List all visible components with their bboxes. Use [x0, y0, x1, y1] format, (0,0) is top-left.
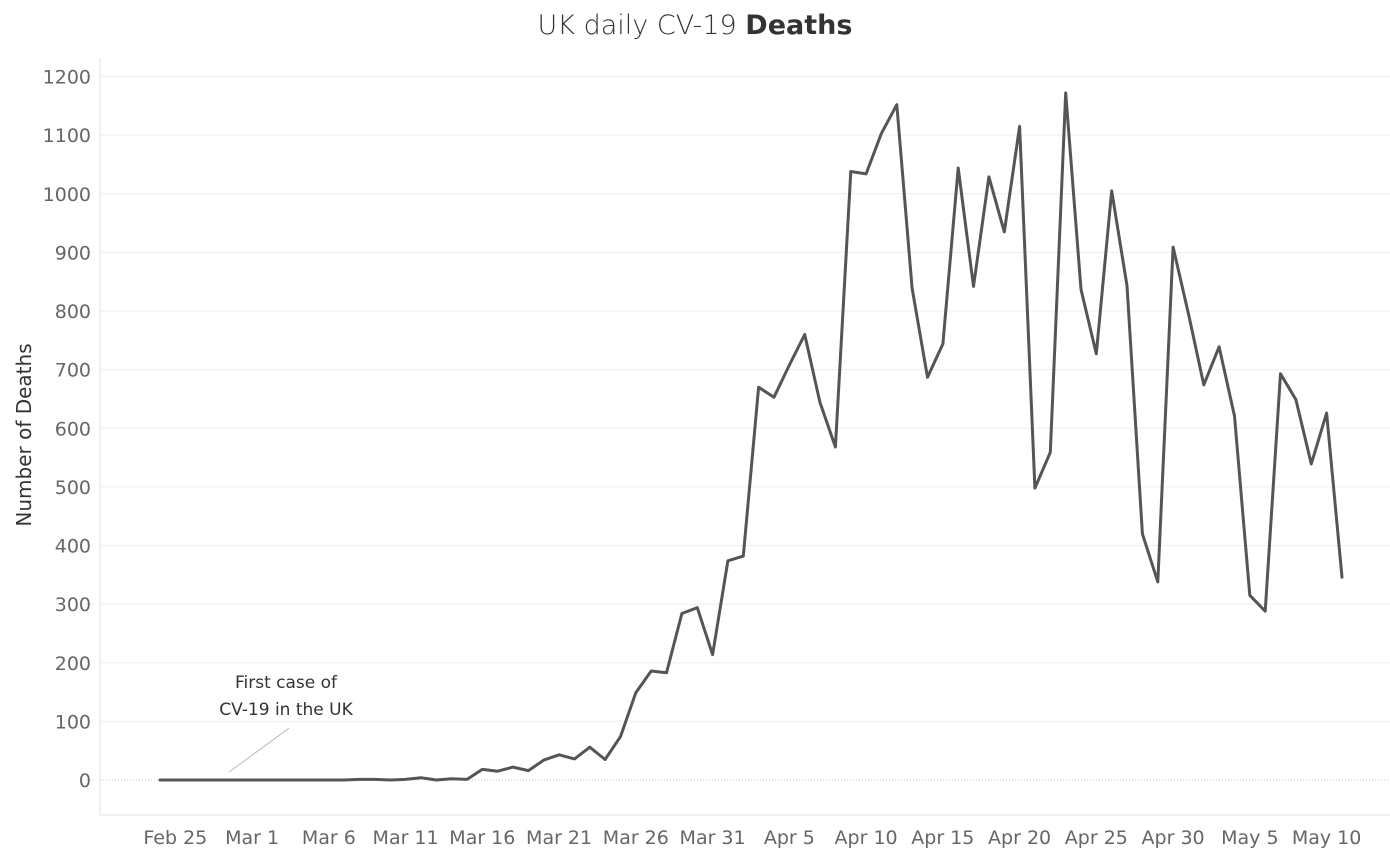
- x-tick-label: Mar 1: [225, 827, 279, 849]
- annotation-leader-line: [228, 727, 290, 773]
- y-tick-label: 0: [79, 770, 91, 792]
- x-tick-label: May 5: [1221, 827, 1278, 849]
- series-layer: [158, 91, 1344, 782]
- y-tick-label: 400: [55, 536, 91, 558]
- series-line-deaths: [158, 91, 1344, 782]
- y-tick-label: 1100: [43, 125, 91, 147]
- chart-title-emphasis: Deaths: [745, 10, 853, 41]
- x-tick-label: Mar 21: [526, 827, 592, 849]
- y-tick-label: 800: [55, 301, 91, 323]
- annotation: First case of CV-19 in the UK: [219, 673, 354, 773]
- x-tick-label: Mar 16: [449, 827, 515, 849]
- x-tick-label: Mar 31: [680, 827, 746, 849]
- y-axis-title: Number of Deaths: [12, 343, 36, 526]
- x-tick-label: Apr 25: [1065, 827, 1128, 849]
- y-tick-label: 900: [55, 242, 91, 264]
- x-tick-label: Apr 10: [835, 827, 898, 849]
- y-tick-label: 100: [55, 711, 91, 733]
- y-tick-label: 200: [55, 653, 91, 675]
- x-tick-label: Mar 6: [302, 827, 356, 849]
- x-tick-label: Mar 26: [603, 827, 669, 849]
- x-tick-label: Apr 30: [1142, 827, 1205, 849]
- x-tick-label: Apr 5: [764, 827, 815, 849]
- x-tick-label: Apr 15: [911, 827, 974, 849]
- y-tick-label: 700: [55, 360, 91, 382]
- annotation-text-line: First case of: [235, 673, 338, 693]
- x-tick-label: Mar 11: [373, 827, 439, 849]
- annotation-text-line: CV-19 in the UK: [219, 700, 353, 720]
- chart-title: UK daily CV-19 Deaths: [0, 10, 1390, 41]
- x-axis-ticks: Feb 25 Mar 1 Mar 6 Mar 11 Mar 16 Mar 21 Mar 26…: [143, 827, 1361, 849]
- y-tick-label: 1200: [43, 67, 91, 89]
- chart-title-prefix: UK daily CV-19: [537, 10, 746, 41]
- x-tick-label: May 10: [1292, 827, 1362, 849]
- y-axis-ticks: 0 100 200 300 400 500 600 700 800 900 1000 1100 1200: [43, 67, 91, 792]
- y-tick-label: 500: [55, 477, 91, 499]
- x-tick-label: Feb 25: [143, 827, 207, 849]
- x-tick-label: Apr 20: [988, 827, 1051, 849]
- y-tick-label: 300: [55, 594, 91, 616]
- y-tick-label: 1000: [43, 184, 91, 206]
- y-tick-label: 600: [55, 418, 91, 440]
